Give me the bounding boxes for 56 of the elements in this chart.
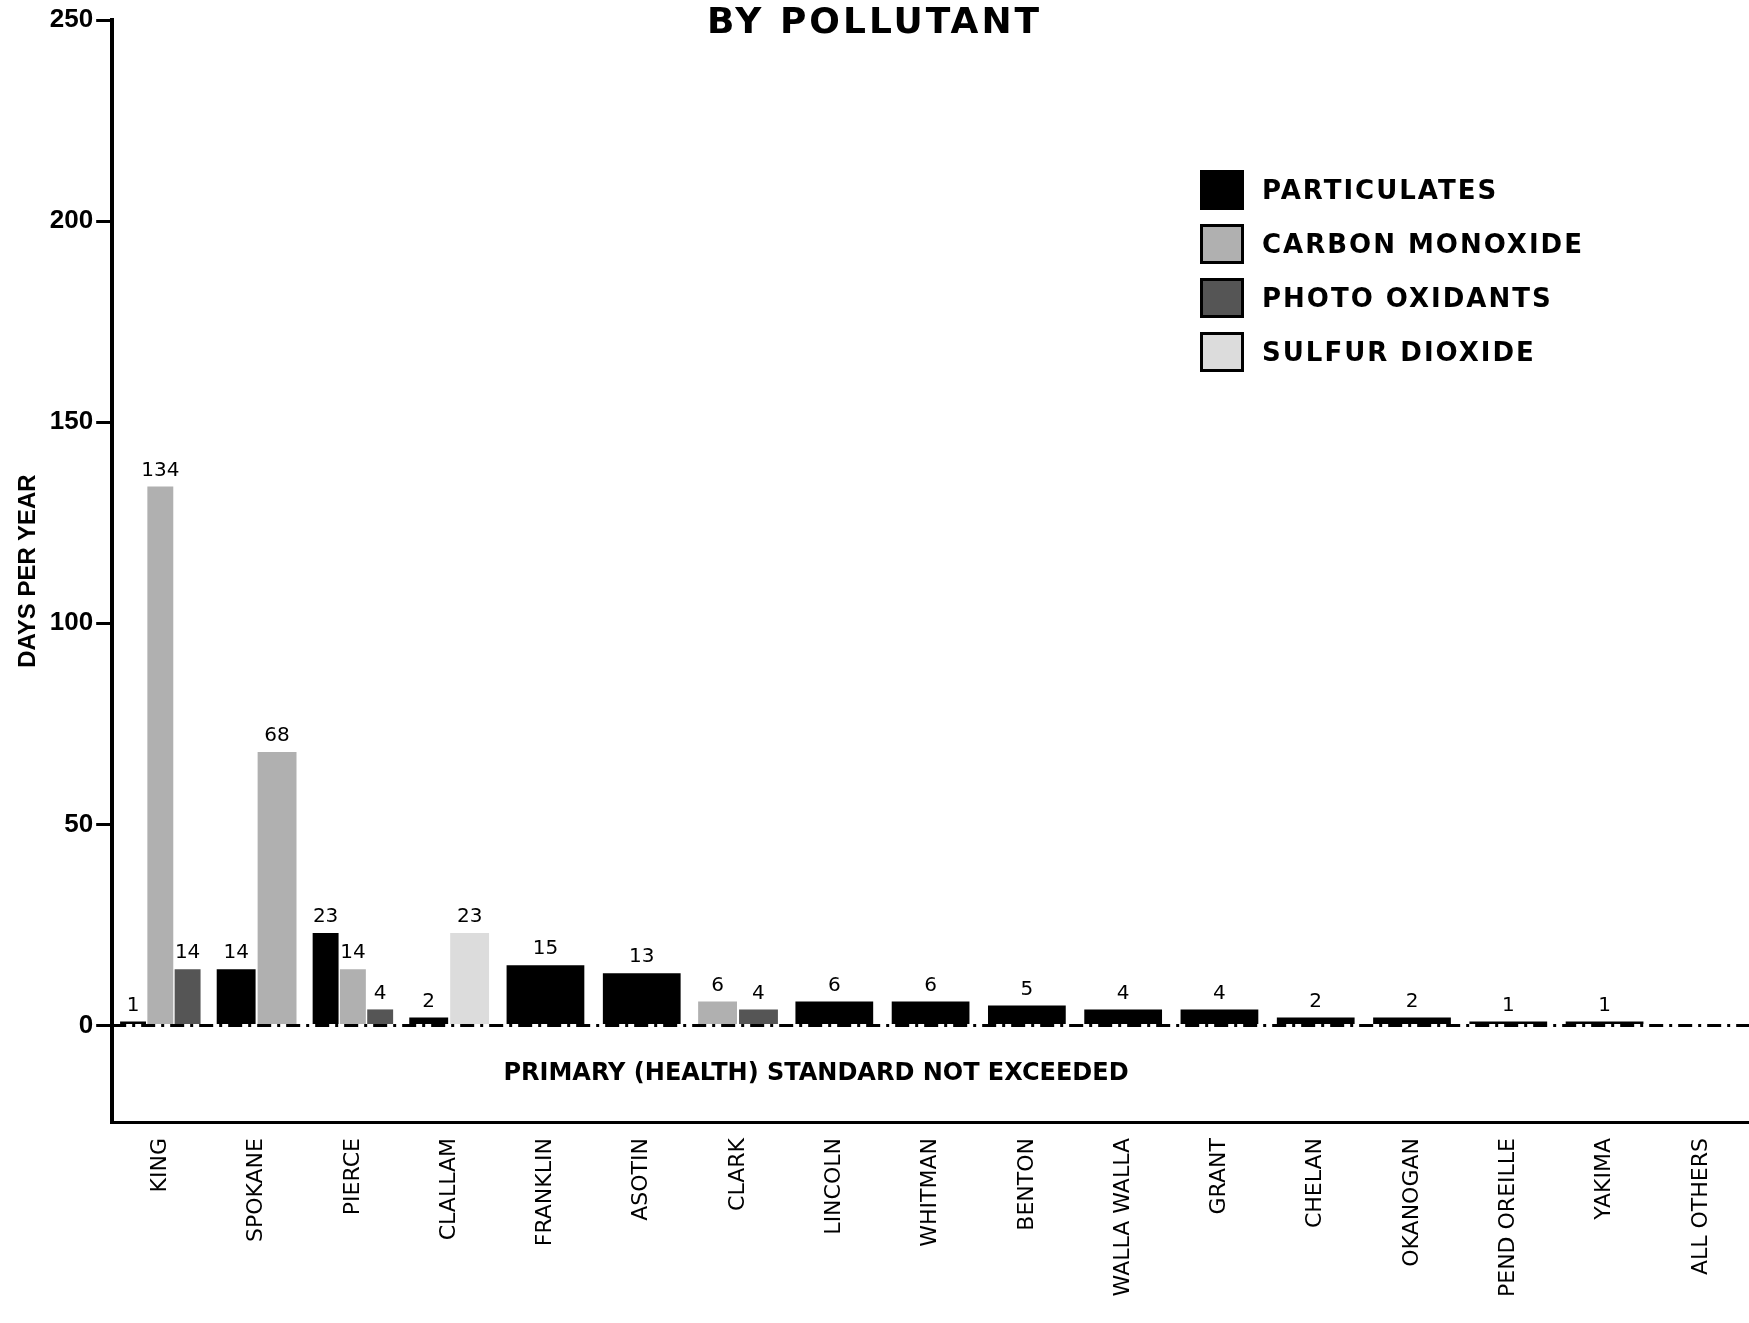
x-tick-label: ALL OTHERS [1686,1138,1712,1276]
data-label: 4 [1213,979,1226,1004]
data-label: 5 [1020,975,1034,1000]
annotation: PRIMARY (HEALTH) STANDARD NOT EXCEEDED [503,1058,1129,1087]
x-tick-label: GRANT [1205,1137,1231,1215]
data-label: 1 [1598,991,1611,1016]
legend-label: SULFUR DIOXIDE [1262,337,1536,367]
data-label: 68 [264,722,290,747]
x-tick-label: CLARK [723,1137,749,1211]
data-label: 4 [373,979,387,1004]
x-tick-label: CLALLAM [434,1138,460,1241]
data-label: 6 [711,971,724,996]
y-tick-label: 150 [49,405,94,436]
y-tick-label: 100 [49,606,94,637]
data-label: 14 [340,939,366,964]
x-tick-label: WALLA WALLA [1108,1138,1134,1297]
legend-label: PHOTO OXIDANTS [1262,283,1553,313]
data-label: 4 [752,979,765,1004]
x-tick-label: LINCOLN [820,1138,846,1235]
data-label: 23 [312,903,339,928]
y-axis-title: DAYS PER YEAR [13,474,41,668]
x-tick-label: PEND OREILLE [1494,1138,1520,1298]
x-tick-label: OKANOGAN [1397,1138,1423,1267]
legend-label: CARBON MONOXIDE [1262,229,1584,259]
legend-label: PARTICULATES [1262,175,1499,205]
bar [367,1009,394,1025]
bar [174,969,201,1025]
x-tick-label: KING [146,1138,172,1193]
y-tick-label: 50 [64,807,94,838]
x-tick-label: BENTON [1012,1138,1038,1231]
y-tick-label: 250 [49,3,94,34]
y-tick-label: 0 [78,1008,94,1039]
data-label: 4 [1116,979,1130,1004]
x-tick-label: SPOKANE [242,1138,268,1243]
x-tick-label: WHITMAN [916,1138,942,1247]
data-label: 134 [141,456,180,481]
data-label: 2 [422,987,436,1012]
y-tick-label: 200 [49,204,94,235]
data-label: 6 [827,971,841,996]
x-tick-label: CHELAN [1301,1138,1327,1229]
x-tick-label: ASOTIN [627,1138,653,1221]
data-label: 14 [174,939,201,964]
x-tick-label: PIERCE [338,1138,364,1216]
data-label: 13 [629,943,655,968]
x-tick-label: FRANKLIN [531,1138,557,1247]
data-label: 6 [924,971,937,996]
data-label: 14 [223,939,249,964]
bar [450,933,490,1025]
data-label: 23 [456,903,483,928]
data-label: 1 [1501,991,1515,1016]
data-label: 15 [532,935,559,960]
data-label: 2 [1309,987,1323,1012]
x-tick-label: YAKIMA [1590,1138,1616,1221]
data-label: 2 [1405,987,1419,1012]
data-label: 1 [126,991,140,1016]
chart-title: BY POLLUTANT [706,0,1043,41]
